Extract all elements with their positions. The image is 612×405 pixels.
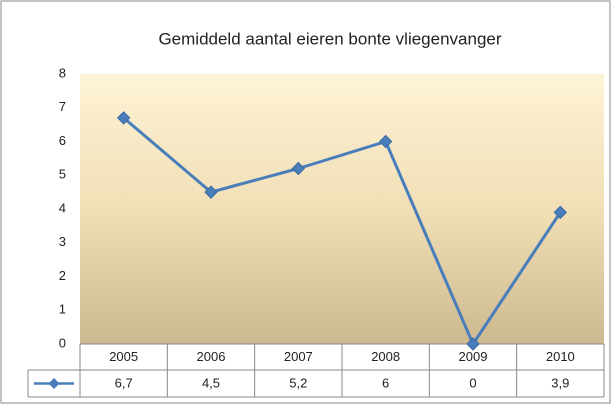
x-tick-label: 2007 xyxy=(284,349,313,364)
table-value: 6 xyxy=(382,375,389,390)
table-value: 0 xyxy=(469,375,476,390)
x-tick-label: 2005 xyxy=(109,349,138,364)
x-tick-label: 2008 xyxy=(371,349,400,364)
table-value: 5,2 xyxy=(289,375,307,390)
y-tick-label: 8 xyxy=(59,65,66,80)
plot-area xyxy=(80,74,604,344)
y-tick-label: 6 xyxy=(59,133,66,148)
marker xyxy=(116,111,131,125)
marker xyxy=(291,161,306,176)
legend-marker xyxy=(48,378,60,389)
y-tick-label: 1 xyxy=(59,302,66,317)
series-line xyxy=(122,116,562,346)
x-tick-label: 2006 xyxy=(197,349,226,364)
table-value: 4,5 xyxy=(202,375,220,390)
x-tick-label: 2009 xyxy=(459,349,488,364)
y-tick-label: 7 xyxy=(59,99,66,114)
y-tick-label: 2 xyxy=(59,268,66,283)
marker xyxy=(553,205,568,220)
table-value: 3,9 xyxy=(551,375,569,390)
y-tick-label: 4 xyxy=(59,200,66,215)
x-tick-label: 2010 xyxy=(546,349,575,364)
y-tick-label: 0 xyxy=(59,335,66,350)
y-tick-label: 3 xyxy=(59,234,66,249)
table-value: 6,7 xyxy=(115,375,133,390)
marker xyxy=(378,134,393,149)
chart-title: Gemiddeld aantal eieren bonte vliegenvan… xyxy=(158,29,501,48)
marker xyxy=(204,185,218,199)
y-tick-label: 5 xyxy=(59,167,66,182)
marker xyxy=(466,337,480,351)
